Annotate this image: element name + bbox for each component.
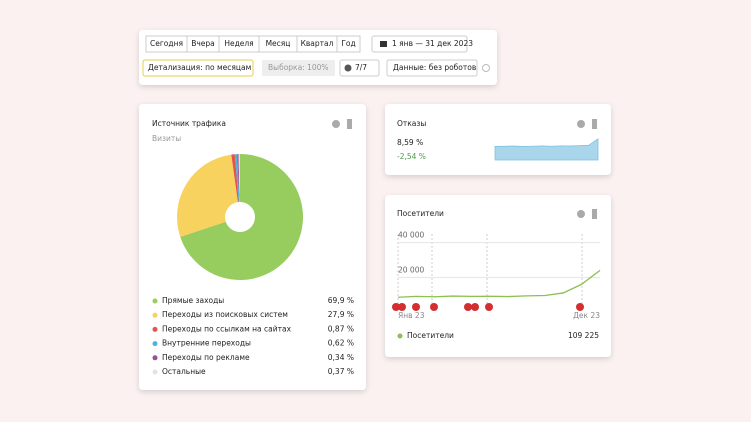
pie-slice: [231, 154, 239, 203]
annotation-marker[interactable]: [576, 303, 584, 311]
legend-label: Внутренние переходы: [162, 339, 251, 348]
settings-icon[interactable]: [577, 120, 585, 128]
legend-dot: [152, 355, 158, 361]
segments-button[interactable]: [339, 59, 380, 77]
card-title: Посетители: [397, 209, 444, 218]
pie-slice: [234, 154, 240, 203]
bounce-change: -2,54 %: [397, 152, 426, 161]
period-button[interactable]: [336, 35, 361, 53]
card-title: Отказы: [397, 119, 426, 128]
calendar-icon: [380, 41, 387, 47]
segments-icon: [344, 64, 352, 72]
legend-value: 0,34 %: [328, 353, 354, 362]
sample-button[interactable]: [262, 60, 335, 76]
drag-icon[interactable]: [592, 209, 597, 219]
segments-label: 7/7: [355, 63, 367, 72]
legend-value: 0,87 %: [328, 324, 354, 333]
drag-icon[interactable]: [592, 119, 597, 129]
legend-label: Переходы по рекламе: [162, 353, 250, 362]
data-filter-button[interactable]: [386, 59, 478, 77]
legend-dot: [152, 298, 158, 304]
date-range: 1 янв — 31 дек 2023: [392, 39, 473, 48]
legend-value: 27,9 %: [328, 310, 354, 319]
pie-slice: [237, 154, 240, 203]
legend-label: Остальные: [162, 367, 206, 376]
period-label: Вчера: [191, 39, 215, 48]
period-label: Квартал: [301, 39, 334, 48]
legend-label: Посетители: [407, 331, 454, 340]
annotation-marker[interactable]: [392, 303, 400, 311]
period-label: Год: [341, 39, 355, 48]
sample-label: Выборка: 100%: [268, 63, 329, 72]
y-tick-label: 20 000: [398, 265, 424, 274]
legend-label: Переходы по ссылкам на сайтах: [162, 324, 292, 333]
period-label: Сегодня: [150, 39, 183, 48]
legend-dot: [152, 326, 158, 332]
annotation-marker[interactable]: [485, 303, 493, 311]
x-tick-label: Дек 23: [573, 311, 600, 320]
icons: [332, 119, 597, 219]
annotation-markers: [392, 303, 584, 311]
annotation-marker[interactable]: [430, 303, 438, 311]
annotation-marker[interactable]: [464, 303, 472, 311]
legend-dot: [152, 341, 158, 347]
detail-button[interactable]: [142, 59, 254, 77]
pie-slice: [180, 154, 304, 281]
legend-dot: [397, 333, 403, 339]
bounce-value: 8,59 %: [397, 138, 423, 147]
period-label: Месяц: [266, 39, 291, 48]
data-filter-label: Данные: без роботов: [393, 63, 476, 72]
visitors-card: [385, 195, 611, 357]
settings-icon[interactable]: [577, 210, 585, 218]
date-button[interactable]: [371, 35, 468, 53]
y-tick-label: 40 000: [398, 231, 424, 240]
pie-slice: [238, 154, 240, 203]
drag-icon[interactable]: [347, 119, 352, 129]
total-value: 109 225: [568, 331, 599, 340]
legend-label: Переходы из поисковых систем: [162, 310, 288, 319]
legend-value: 0,62 %: [328, 339, 354, 348]
line: [397, 269, 601, 298]
x-tick-label: Янв 23: [398, 311, 425, 320]
detail-label: Детализация: по месяцам: [148, 63, 251, 72]
legend-dot: [152, 369, 158, 375]
legend-dot: [152, 312, 158, 318]
card-subtitle: Визиты: [152, 134, 181, 143]
period-label: Неделя: [224, 39, 253, 48]
legend-value: 0,37 %: [328, 367, 354, 376]
area: [494, 138, 599, 161]
toolbar: 1 янв — 31 дек 2023 Детализация: по меся…: [142, 35, 490, 77]
info-icon[interactable]: [482, 64, 490, 72]
legend-label: Прямые заходы: [162, 296, 224, 305]
pie-slice: [177, 154, 238, 237]
card-title: Источник трафика: [152, 119, 226, 128]
legend-value: 69,9 %: [328, 296, 354, 305]
settings-icon[interactable]: [332, 120, 340, 128]
annotation-marker[interactable]: [398, 303, 406, 311]
annotation-marker[interactable]: [471, 303, 479, 311]
annotation-marker[interactable]: [412, 303, 420, 311]
